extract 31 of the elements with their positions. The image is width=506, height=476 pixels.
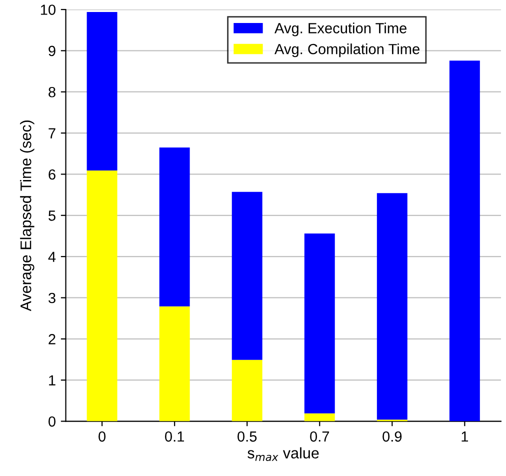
y-tick-label: 8 [48,86,56,98]
y-tick-label: 5 [48,210,56,221]
y-tick-label: 9 [48,46,56,56]
x-tick-label: 0 [98,431,106,442]
y-tick-label: 4 [48,252,56,262]
bar [86,170,118,422]
legend-label: Avg. Compilation Time [274,44,420,58]
x-tick-label: 0.5 [238,431,257,442]
y-tick-label: 7 [48,128,56,138]
legend-label: Avg. Execution Time [274,22,407,36]
y-tick-label: 3 [48,292,56,304]
bar [376,193,408,420]
y-tick-label: 1 [49,375,56,386]
bar [232,192,262,360]
x-tick-label: 0.9 [382,431,402,442]
x-tick-label: 1 [462,432,468,442]
bar [159,147,190,306]
bar [159,306,190,422]
y-tick-label: 2 [48,334,56,344]
x-axis-title: s$_{max}$ value [248,447,319,462]
bar [304,413,335,422]
bar [86,12,118,171]
x-tick-label: 0.7 [310,431,330,442]
y-tick-label: 0 [48,416,56,427]
bar [232,360,262,422]
y-axis-title: Average Elapsed Time (sec) [20,120,34,312]
y-tick-label: 10 [40,4,56,15]
x-tick-label: 0.1 [165,431,184,442]
bar [304,234,335,414]
y-tick-label: 6 [48,169,56,180]
bar [449,60,480,422]
